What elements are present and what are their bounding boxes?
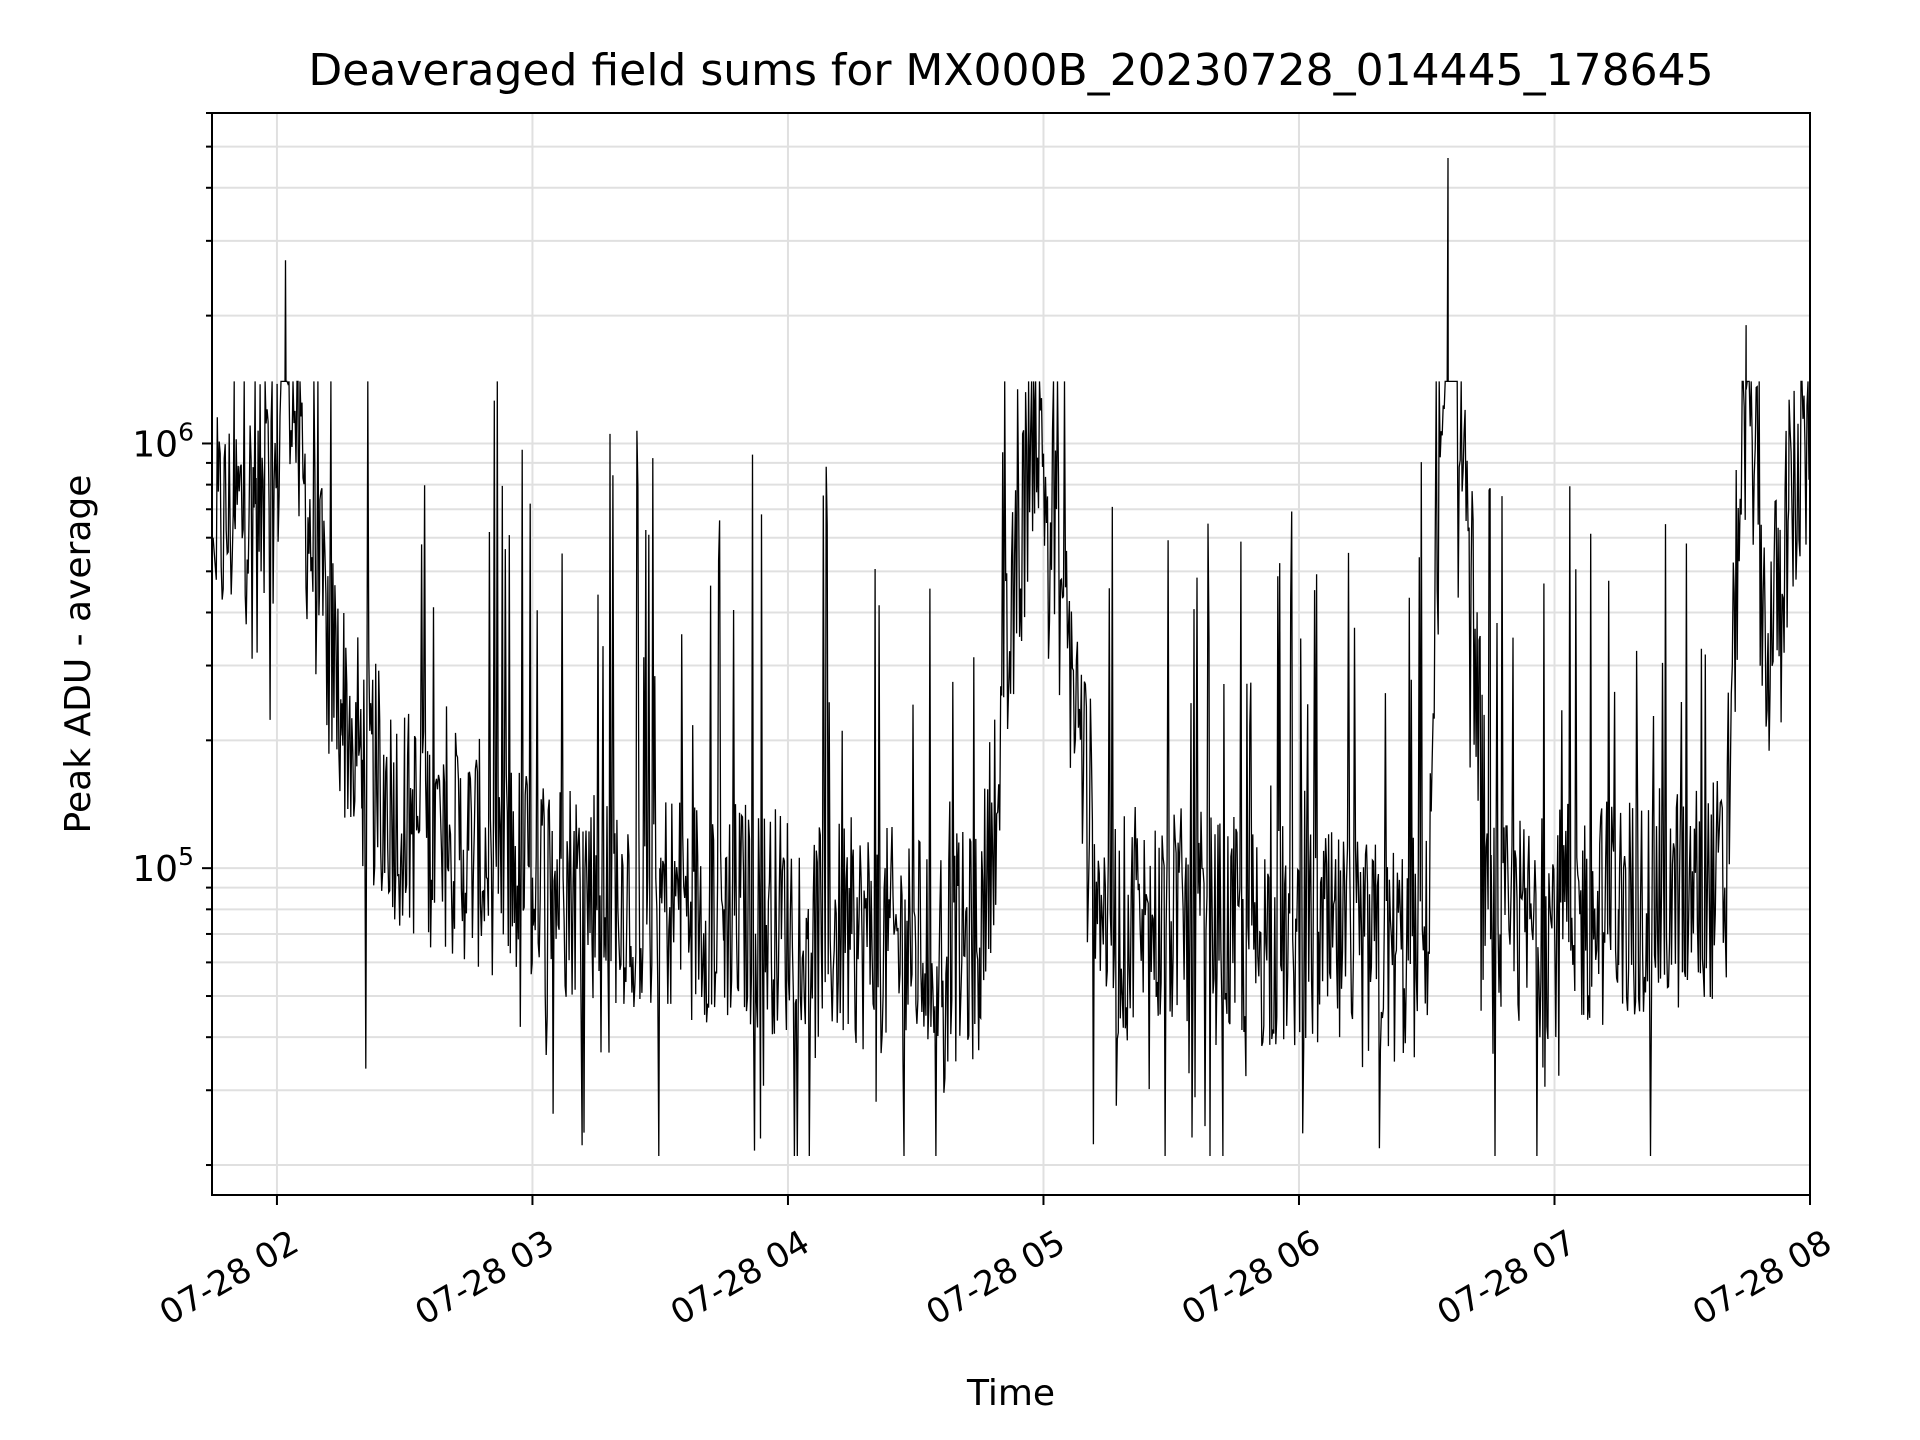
chart-title: Deaveraged field sums for MX000B_2023072…	[308, 45, 1713, 96]
y-tick-label: 106	[132, 417, 194, 465]
data-line	[212, 157, 1811, 1157]
plot-frame	[211, 112, 1811, 1196]
x-axis-label: Time	[966, 1373, 1055, 1414]
y-axis-label: Peak ADU - average	[58, 475, 99, 834]
y-tick-label: 105	[132, 842, 194, 890]
data-line-group	[212, 157, 1811, 1157]
